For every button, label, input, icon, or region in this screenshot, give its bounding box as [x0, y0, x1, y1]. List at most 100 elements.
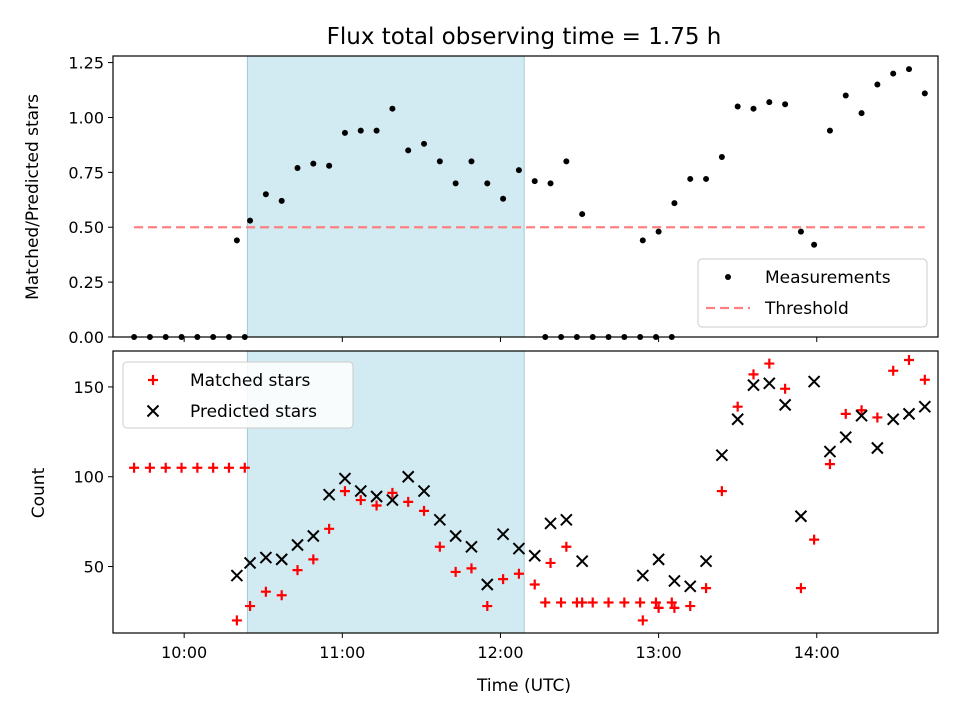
data-point [338, 472, 352, 485]
data-point [515, 167, 522, 174]
data-point [243, 556, 257, 570]
bottom-y-axis-label: Count [29, 467, 49, 518]
y-tick-label: 0.00 [68, 328, 104, 347]
data-point [223, 462, 234, 473]
data-point [531, 178, 538, 185]
data-point [748, 369, 759, 380]
data-point [871, 441, 884, 455]
data-point [918, 400, 932, 413]
legend-box [122, 361, 354, 429]
y-tick-label: 0.50 [68, 218, 104, 237]
data-point [389, 105, 396, 112]
legend-marker [148, 375, 158, 385]
data-point [778, 398, 792, 412]
data-point [685, 601, 696, 612]
data-point [540, 597, 551, 608]
data-point [731, 413, 744, 426]
data-point [192, 462, 203, 473]
data-point [450, 566, 461, 577]
data-point [824, 459, 835, 470]
data-point [575, 554, 589, 568]
x-axis-label: Time (UTC) [476, 676, 571, 696]
data-point [734, 103, 741, 110]
data-point [231, 615, 242, 626]
series-predicted-stars [230, 375, 932, 593]
legend-label: Matched stars [190, 371, 310, 391]
x-tick-label: 11:00 [319, 643, 365, 662]
data-point [307, 529, 320, 543]
data-point [763, 377, 776, 390]
data-point [650, 597, 661, 608]
x-tick-label: 13:00 [636, 643, 682, 662]
legend-box [697, 258, 928, 328]
top-y-axis-label: Matched/Predicted stars [23, 94, 43, 300]
data-point [245, 601, 256, 612]
data-point [856, 405, 867, 416]
data-point [484, 180, 491, 187]
x-tick-label: 10:00 [161, 643, 207, 662]
data-point [560, 513, 573, 527]
data-point [276, 590, 287, 601]
data-point [794, 510, 808, 523]
data-point [766, 99, 773, 106]
data-point [512, 542, 526, 555]
y-tick-label: 100 [73, 468, 104, 487]
data-point [233, 237, 240, 244]
legend: Matched stars Predicted stars [122, 361, 354, 429]
data-point [904, 354, 915, 365]
y-tick-label: 1.25 [68, 54, 104, 73]
y-tick-label: 0.25 [68, 273, 104, 292]
data-point [669, 602, 680, 613]
data-point [890, 70, 897, 77]
data-point [919, 374, 930, 385]
data-point [653, 602, 664, 613]
data-point [716, 486, 727, 497]
data-point [603, 597, 614, 608]
data-point [160, 462, 171, 473]
data-point [809, 534, 820, 545]
legend: Measurements Threshold [697, 258, 928, 328]
data-point [324, 523, 335, 534]
x-tick-label: 14:00 [794, 643, 840, 662]
data-point [310, 160, 317, 167]
data-point [433, 513, 447, 527]
data-point [436, 158, 443, 165]
data-point [405, 147, 412, 154]
data-point [874, 81, 881, 88]
data-point [247, 217, 254, 224]
data-point [797, 228, 804, 235]
data-point [579, 211, 586, 218]
data-point [839, 431, 852, 444]
data-point [308, 554, 319, 565]
data-point [466, 563, 477, 574]
data-point [701, 583, 712, 594]
data-point [452, 180, 459, 187]
data-point [637, 615, 648, 626]
data-point [278, 197, 285, 204]
data-point [747, 378, 760, 392]
chart-title: Flux total observing time = 1.75 h [327, 24, 722, 50]
data-point [355, 495, 366, 506]
data-point [339, 486, 350, 497]
data-point [699, 554, 713, 568]
data-point [322, 488, 336, 501]
data-point [732, 401, 743, 412]
data-point [176, 462, 187, 473]
data-point [468, 158, 475, 165]
data-point [635, 597, 646, 608]
data-point [434, 541, 445, 552]
data-point [652, 553, 665, 566]
data-point [855, 409, 868, 422]
data-point [764, 358, 775, 369]
data-point [370, 490, 383, 503]
data-point [563, 158, 570, 165]
data-point [858, 110, 865, 117]
data-point [403, 496, 414, 507]
data-point [811, 241, 818, 248]
data-point [354, 484, 367, 498]
legend-label: Threshold [764, 299, 849, 319]
data-point [129, 462, 140, 473]
plot-panel-count: 50 100 150 10:00 11:00 12:00 13:00 14:00 Matched… [73, 350, 939, 662]
data-point [687, 175, 694, 182]
